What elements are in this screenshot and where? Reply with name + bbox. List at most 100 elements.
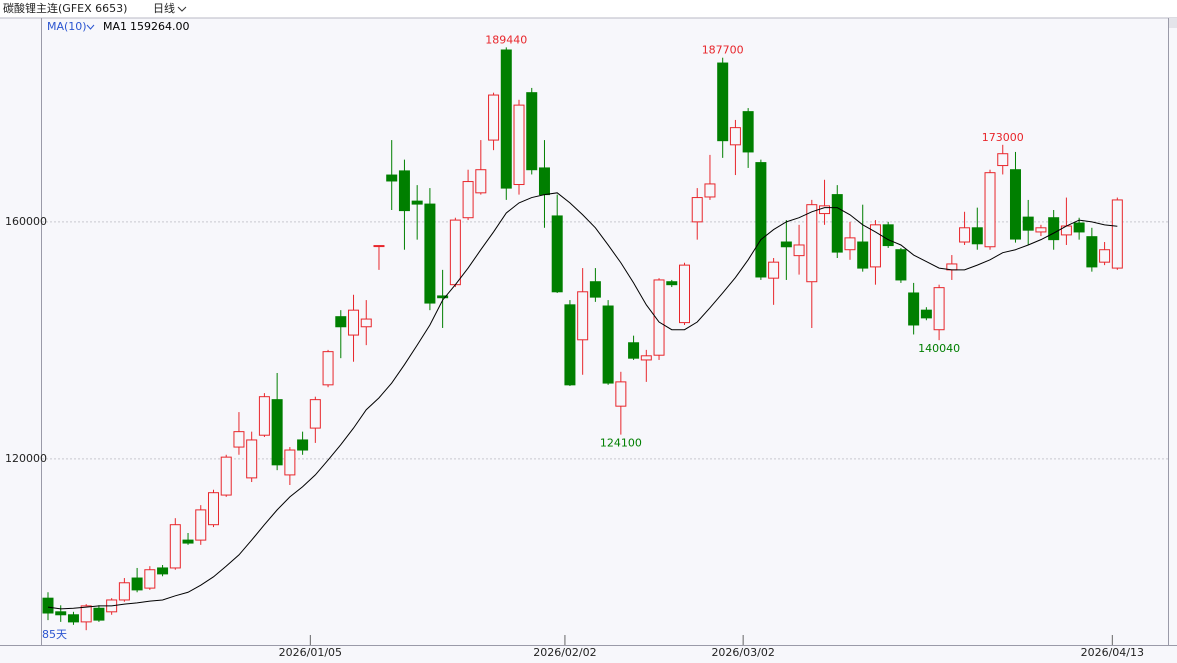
candle-body bbox=[933, 287, 945, 331]
candle-body bbox=[742, 111, 754, 153]
candle-body bbox=[386, 174, 398, 182]
candle-body bbox=[513, 104, 525, 186]
candle-body bbox=[67, 614, 79, 623]
candle-body bbox=[577, 291, 589, 341]
candle-body bbox=[1048, 217, 1060, 241]
high-label: 189440 bbox=[485, 33, 527, 46]
candle-body bbox=[144, 569, 156, 589]
candle-body bbox=[297, 439, 309, 451]
candle-body bbox=[118, 582, 130, 601]
candle-body bbox=[1035, 227, 1047, 233]
candle-body bbox=[526, 92, 538, 171]
candle-body bbox=[691, 197, 703, 223]
candle-body bbox=[131, 577, 143, 591]
candle-body bbox=[360, 318, 372, 328]
candle-body bbox=[793, 244, 805, 257]
candle-body bbox=[869, 224, 881, 268]
candle-body bbox=[920, 309, 932, 319]
candle-body bbox=[322, 351, 334, 386]
candle-body bbox=[666, 281, 678, 286]
candle-body bbox=[704, 183, 716, 198]
candle-body bbox=[653, 279, 665, 356]
candle-body bbox=[768, 261, 780, 279]
candle-body bbox=[780, 241, 792, 248]
candle-body bbox=[538, 167, 550, 196]
x-tick-label: 2026/02/02 bbox=[533, 646, 596, 659]
day-count: 85天 bbox=[42, 628, 67, 641]
scroll-corner[interactable] bbox=[1169, 18, 1177, 28]
candle-body bbox=[233, 431, 245, 448]
candle-body bbox=[551, 215, 563, 293]
candle-body bbox=[195, 509, 207, 541]
candle-body bbox=[182, 539, 194, 544]
candle-body bbox=[449, 219, 461, 286]
candle-body bbox=[335, 316, 347, 328]
candle-body bbox=[1022, 216, 1034, 231]
candle-body bbox=[437, 295, 449, 299]
candle-body bbox=[220, 456, 232, 496]
period-selector[interactable]: 日线 bbox=[153, 1, 175, 15]
candle-body bbox=[895, 249, 907, 281]
candle-body bbox=[602, 305, 614, 384]
candle-body bbox=[1073, 222, 1085, 233]
candle-body bbox=[157, 567, 169, 575]
candle-body bbox=[615, 381, 627, 407]
candle-body bbox=[959, 227, 971, 243]
ma-value: 159264.00 bbox=[130, 20, 190, 33]
low-label: 124100 bbox=[600, 437, 642, 450]
candle-body bbox=[55, 611, 67, 616]
candle-body bbox=[488, 94, 500, 141]
candle-body bbox=[424, 203, 436, 304]
candle-body bbox=[1009, 169, 1021, 240]
y-tick-label: 120000 bbox=[5, 452, 47, 465]
candle-body bbox=[373, 245, 385, 248]
ma-legend[interactable]: MA(10) bbox=[47, 20, 87, 33]
candle-body bbox=[207, 492, 219, 526]
ma-name: MA1 bbox=[103, 20, 127, 33]
candle-body bbox=[997, 153, 1009, 167]
x-tick-label: 2026/04/13 bbox=[1081, 646, 1144, 659]
candle-body bbox=[717, 62, 729, 142]
candle-body bbox=[1099, 249, 1111, 263]
candle-body bbox=[258, 396, 270, 436]
x-tick-label: 2026/01/05 bbox=[279, 646, 342, 659]
candle-body bbox=[819, 205, 831, 215]
candle-body bbox=[398, 170, 410, 212]
period-chevron[interactable] bbox=[177, 6, 187, 12]
candle-body bbox=[500, 49, 512, 189]
low-label: 140040 bbox=[918, 342, 960, 355]
candle-body bbox=[80, 605, 92, 623]
candle-body bbox=[679, 264, 690, 324]
candle-body bbox=[309, 399, 321, 429]
candle-body bbox=[411, 200, 423, 205]
ma-line bbox=[47, 192, 1118, 610]
candle-body bbox=[640, 355, 652, 361]
candle-body bbox=[971, 227, 983, 245]
high-label: 173000 bbox=[982, 131, 1024, 144]
candle-body bbox=[844, 237, 856, 251]
y-tick-label: 160000 bbox=[5, 215, 47, 228]
candle-body bbox=[271, 399, 283, 466]
candle-body bbox=[882, 224, 894, 247]
candle-body bbox=[284, 449, 296, 476]
candle-body bbox=[1060, 225, 1072, 236]
candle-body bbox=[1111, 199, 1123, 269]
candle-body bbox=[857, 241, 869, 269]
high-label: 187700 bbox=[702, 44, 744, 57]
chart-title: 碳酸锂主连(GFEX 6653) bbox=[3, 1, 127, 15]
toolbar bbox=[0, 0, 1177, 18]
ma-chevron[interactable] bbox=[86, 24, 95, 30]
candle-body bbox=[462, 181, 474, 219]
candle-body bbox=[806, 204, 818, 283]
candle-body bbox=[42, 597, 54, 614]
candle-body bbox=[1086, 236, 1098, 268]
candle-body bbox=[908, 292, 920, 326]
candle-body bbox=[93, 607, 105, 621]
candle-body bbox=[729, 127, 741, 146]
candle-body bbox=[831, 194, 843, 253]
x-tick-label: 2026/03/02 bbox=[711, 646, 774, 659]
candle-body bbox=[628, 342, 640, 359]
candle-body bbox=[984, 172, 996, 248]
